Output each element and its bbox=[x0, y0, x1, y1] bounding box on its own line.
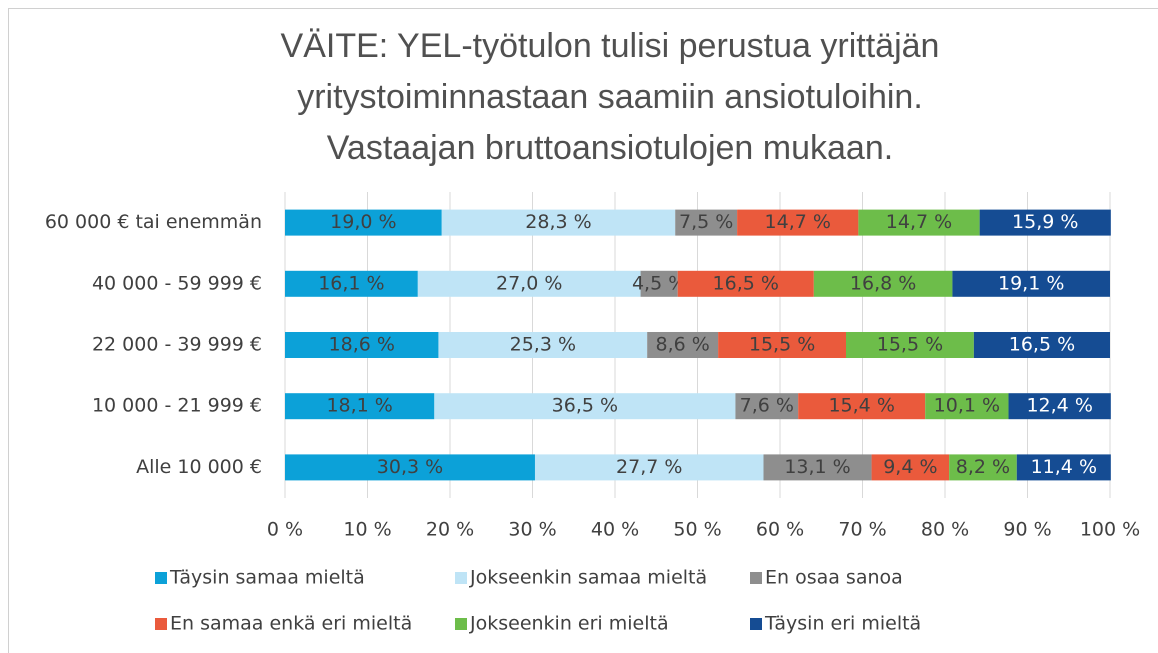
legend-swatch bbox=[455, 618, 467, 630]
chart-title: Vastaajan bruttoansiotulojen mukaan. bbox=[327, 129, 893, 167]
value-label: 16,1 % bbox=[318, 272, 384, 294]
bar-segment bbox=[798, 393, 926, 420]
value-label: 27,0 % bbox=[496, 272, 562, 294]
bar-segment bbox=[735, 393, 799, 420]
bar-segment bbox=[285, 209, 442, 236]
value-label: 8,6 % bbox=[655, 334, 709, 356]
y-tick-label: 40 000 - 59 999 € bbox=[92, 272, 262, 294]
bar-segment bbox=[737, 209, 859, 236]
bar-segment bbox=[925, 393, 1009, 420]
value-label: 18,1 % bbox=[326, 395, 392, 417]
bar-segment bbox=[1008, 393, 1111, 420]
chart-border bbox=[8, 8, 1158, 653]
y-tick-label: 60 000 € tai enemmän bbox=[45, 211, 262, 233]
bar-segment bbox=[640, 270, 678, 297]
value-label: 19,0 % bbox=[330, 211, 396, 233]
value-label: 9,4 % bbox=[883, 456, 937, 478]
bar-segment bbox=[534, 454, 764, 481]
x-tick-label: 30 % bbox=[508, 519, 556, 541]
bar-segment bbox=[438, 332, 648, 358]
legend-label: En osaa sanoa bbox=[765, 567, 903, 589]
legend-label: Täysin samaa mieltä bbox=[169, 567, 365, 589]
bar-segment bbox=[675, 209, 738, 236]
bar-segment bbox=[813, 270, 953, 297]
bar-segment bbox=[846, 332, 974, 358]
value-label: 7,6 % bbox=[740, 395, 794, 417]
bar-segment bbox=[647, 332, 719, 358]
x-tick-label: 100 % bbox=[1080, 519, 1140, 541]
bar-segment bbox=[718, 332, 846, 358]
value-label: 16,5 % bbox=[713, 272, 779, 294]
bar-segment bbox=[285, 332, 439, 358]
bar-segment bbox=[417, 270, 641, 297]
legend-swatch bbox=[455, 572, 467, 584]
bar-segment bbox=[973, 332, 1110, 358]
legend-swatch bbox=[155, 572, 167, 584]
bar-segment bbox=[763, 454, 872, 481]
bar-segment bbox=[285, 270, 418, 297]
x-tick-label: 90 % bbox=[1003, 519, 1051, 541]
value-label: 14,7 % bbox=[765, 211, 831, 233]
value-label: 12,4 % bbox=[1026, 395, 1092, 417]
legend-label: Täysin eri mieltä bbox=[764, 613, 921, 635]
bar-segment bbox=[949, 454, 1017, 481]
legend-swatch bbox=[750, 618, 762, 630]
x-tick-label: 50 % bbox=[673, 519, 721, 541]
value-label: 7,5 % bbox=[679, 211, 733, 233]
bar-segment bbox=[677, 270, 814, 297]
value-label: 15,5 % bbox=[877, 334, 943, 356]
bar-segment bbox=[858, 209, 980, 236]
bar-segment bbox=[871, 454, 950, 481]
value-label: 15,4 % bbox=[828, 395, 894, 417]
x-tick-label: 40 % bbox=[591, 519, 639, 541]
chart-title: yritystoiminnastaan saamiin ansiotuloihi… bbox=[297, 78, 923, 116]
value-label: 30,3 % bbox=[377, 456, 443, 478]
bar-segment bbox=[1016, 454, 1111, 481]
value-label: 15,9 % bbox=[1012, 211, 1078, 233]
value-label: 10,1 % bbox=[934, 395, 1000, 417]
value-label: 11,4 % bbox=[1031, 456, 1097, 478]
value-label: 4,5 % bbox=[632, 272, 686, 294]
value-label: 16,8 % bbox=[850, 272, 916, 294]
chart-title: VÄITE: YEL-työtulon tulisi perustua yrit… bbox=[281, 27, 940, 65]
value-label: 27,7 % bbox=[616, 456, 682, 478]
bar-segment bbox=[434, 393, 736, 420]
legend-swatch bbox=[750, 572, 762, 584]
bar-segment bbox=[441, 209, 676, 236]
legend-label: Jokseenkin samaa mieltä bbox=[469, 567, 707, 589]
value-label: 16,5 % bbox=[1009, 334, 1075, 356]
value-label: 18,6 % bbox=[329, 334, 395, 356]
value-label: 28,3 % bbox=[525, 211, 591, 233]
legend-label: En samaa enkä eri mieltä bbox=[170, 613, 412, 635]
legend-swatch bbox=[155, 618, 167, 630]
x-tick-label: 10 % bbox=[343, 519, 391, 541]
value-label: 13,1 % bbox=[784, 456, 850, 478]
value-label: 15,5 % bbox=[749, 334, 815, 356]
value-label: 14,7 % bbox=[886, 211, 952, 233]
legend-label: Jokseenkin eri mieltä bbox=[469, 613, 669, 635]
value-label: 36,5 % bbox=[552, 395, 618, 417]
bar-segment bbox=[285, 454, 535, 481]
x-tick-label: 20 % bbox=[426, 519, 474, 541]
y-tick-label: Alle 10 000 € bbox=[136, 456, 262, 478]
bar-segment bbox=[952, 270, 1110, 297]
x-tick-label: 60 % bbox=[756, 519, 804, 541]
x-tick-label: 0 % bbox=[267, 519, 303, 541]
bar-segment bbox=[979, 209, 1111, 236]
value-label: 25,3 % bbox=[510, 334, 576, 356]
value-label: 8,2 % bbox=[956, 456, 1010, 478]
y-tick-label: 10 000 - 21 999 € bbox=[92, 395, 262, 417]
x-tick-label: 70 % bbox=[838, 519, 886, 541]
bar-segment bbox=[285, 393, 435, 420]
y-tick-label: 22 000 - 39 999 € bbox=[92, 334, 262, 356]
value-label: 19,1 % bbox=[998, 272, 1064, 294]
x-tick-label: 80 % bbox=[921, 519, 969, 541]
